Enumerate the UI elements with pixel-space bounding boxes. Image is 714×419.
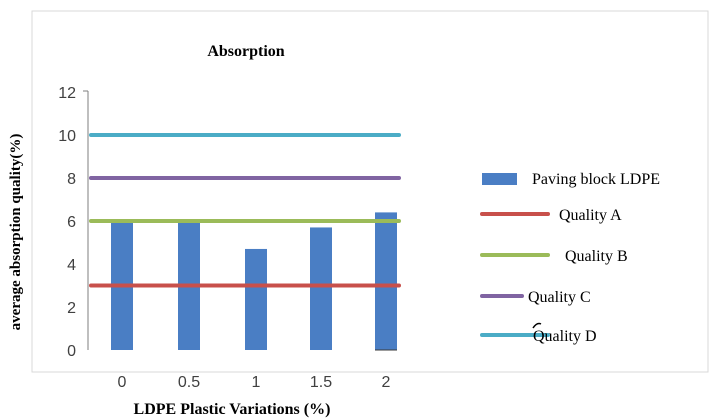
- legend-label: Quality C: [528, 289, 591, 306]
- y-tick-label: 10: [58, 128, 76, 145]
- x-tick-label: 1.5: [310, 374, 332, 391]
- chart-title: Absorption: [207, 43, 284, 60]
- bar: [245, 248, 267, 350]
- legend-mark: [532, 322, 542, 329]
- legend-label: Quality D: [533, 328, 597, 345]
- legend-label: Quality A: [559, 207, 622, 224]
- x-axis-label: LDPE Plastic Variations (%): [134, 401, 331, 418]
- y-tick-label: 0: [67, 343, 76, 360]
- x-tick-label: 2: [382, 374, 391, 391]
- y-tick-label: 12: [58, 85, 76, 102]
- y-tick-labels: 0 2 4 6 8 10 12: [58, 85, 76, 360]
- legend-label: Paving block LDPE: [532, 171, 660, 188]
- quality-lines: [89, 133, 401, 288]
- x-tick-label: 0: [118, 374, 127, 391]
- legend: Paving block LDPE Quality A Quality B Quali…: [480, 171, 660, 345]
- bar: [310, 227, 332, 350]
- x-tick-label: 0.5: [178, 374, 200, 391]
- y-tick-label: 4: [67, 257, 76, 274]
- x-tick-label: 1: [252, 374, 261, 391]
- bar: [375, 212, 397, 350]
- y-tick-label: 6: [67, 214, 76, 231]
- chart-frame: [31, 10, 709, 373]
- y-axis-label: average absorption quality(%): [8, 134, 24, 331]
- x-tick-labels: 0 0.5 1 1.5 2: [118, 374, 391, 391]
- legend-bar-swatch: [482, 173, 517, 185]
- bar-series: [111, 212, 397, 350]
- y-tick-label: 2: [67, 300, 76, 317]
- legend-label: Quality B: [565, 248, 628, 265]
- y-tick-label: 8: [67, 171, 76, 188]
